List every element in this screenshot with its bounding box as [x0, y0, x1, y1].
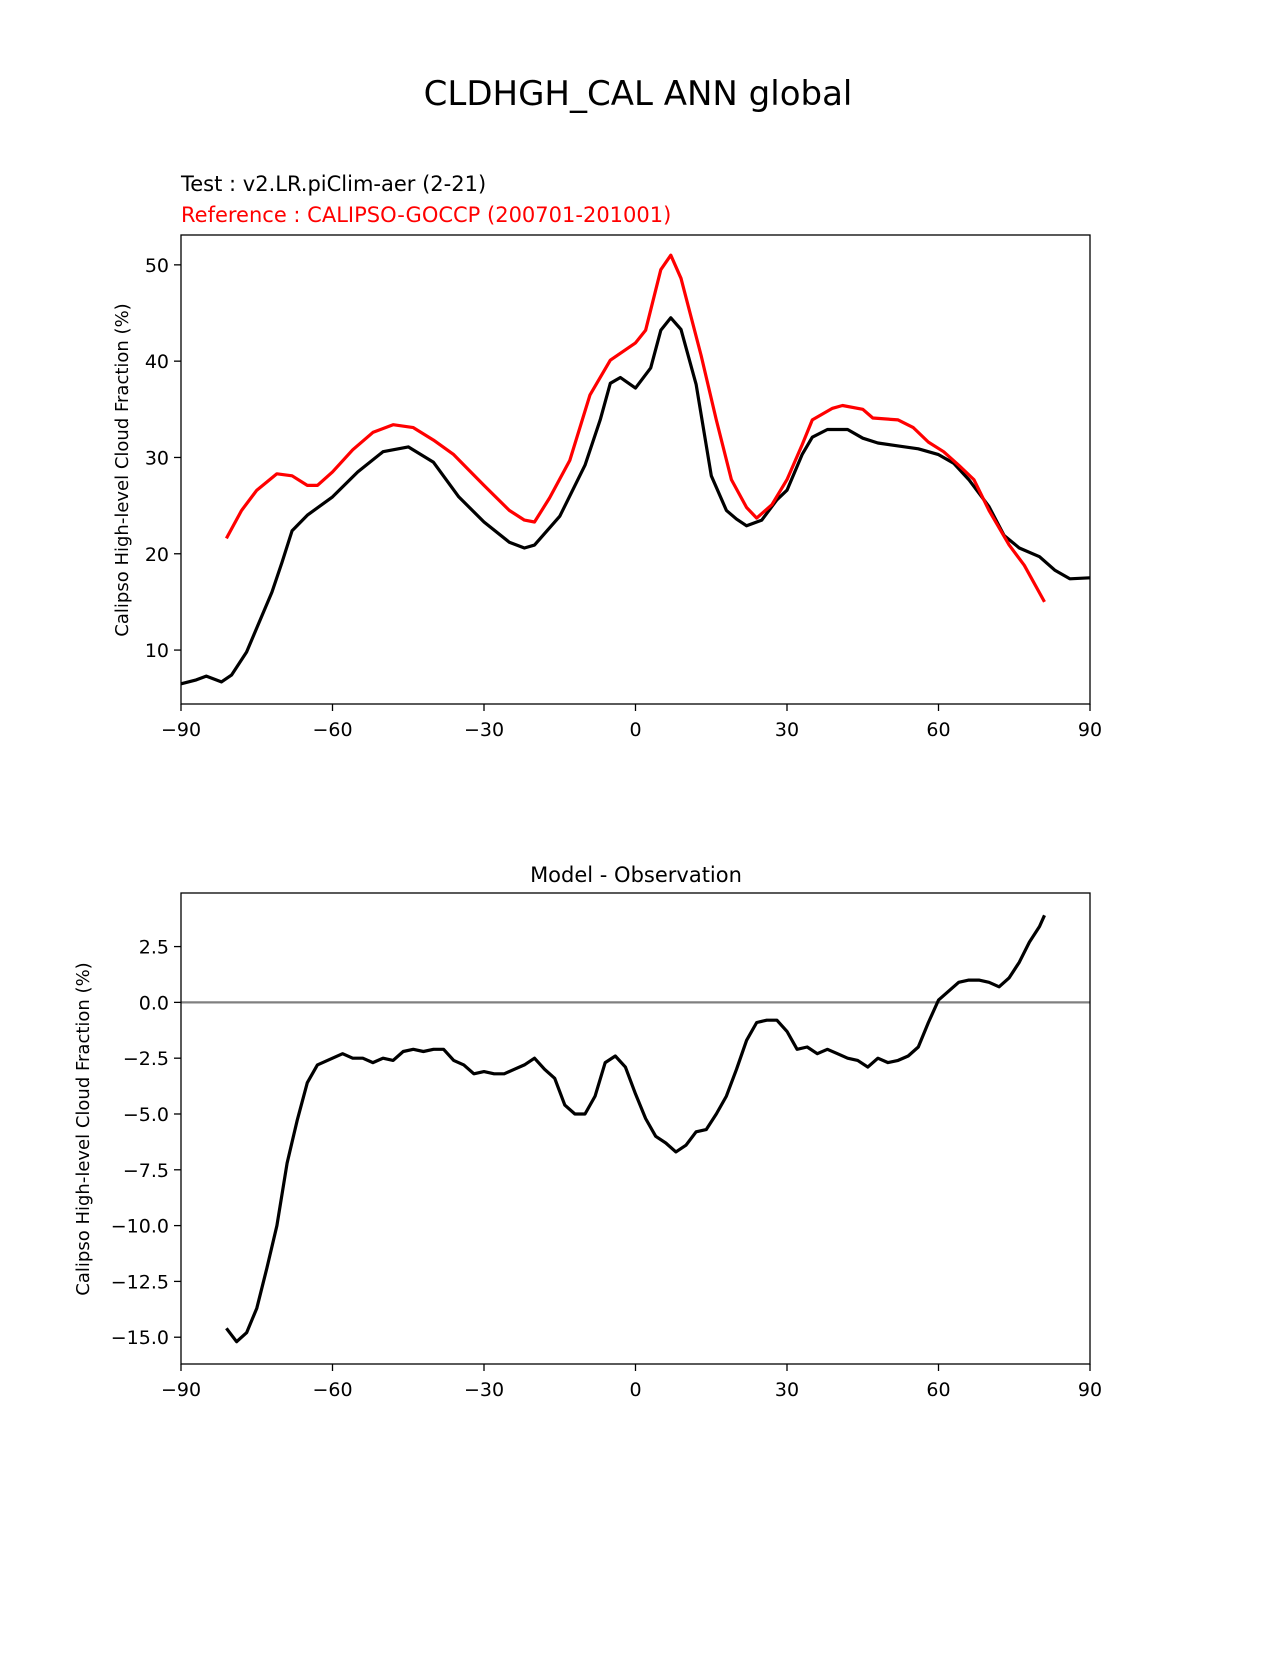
series-line-reference [224, 253, 1046, 603]
y-tick-label: −10.0 [111, 1216, 169, 1238]
x-tick-label: 60 [926, 1379, 950, 1401]
x-tick-label: 0 [629, 1379, 641, 1401]
test-label: Test : v2.LR.piClim-aer (2-21) [180, 172, 486, 196]
y-tick-label: 20 [145, 544, 169, 566]
x-tick-label: −90 [161, 1379, 201, 1401]
reference-label: Reference : CALIPSO-GOCCP (200701-201001… [181, 203, 671, 227]
x-tick-label: −30 [464, 1379, 504, 1401]
axes-frame [180, 234, 1091, 705]
y-tick-label: −15.0 [111, 1327, 169, 1349]
series-line-difference [225, 914, 1046, 1344]
y-tick-label: 30 [145, 447, 169, 469]
y-tick-label: −7.5 [123, 1160, 169, 1182]
y-tick-label: −2.5 [123, 1048, 169, 1070]
y-tick-label: 0.0 [139, 992, 169, 1014]
bottom-axes: Model - Observation Calipso High-level C… [73, 863, 1102, 1401]
bottom-title: Model - Observation [530, 863, 742, 887]
x-tick-label: −30 [464, 719, 504, 741]
y-tick-label: 2.5 [139, 937, 169, 959]
top-y-axis-label: Calipso High-level Cloud Fraction (%) [112, 303, 133, 636]
figure-title: CLDHGH_CAL ANN global [424, 74, 853, 114]
axes-frame [180, 892, 1091, 1365]
x-tick-label: −60 [312, 1379, 352, 1401]
y-tick-label: 50 [145, 255, 169, 277]
x-tick-label: 30 [775, 719, 799, 741]
y-tick-label: −12.5 [111, 1271, 169, 1293]
top-axes: Test : v2.LR.piClim-aer (2-21) Reference… [112, 172, 1102, 741]
y-tick-label: 10 [145, 640, 169, 662]
x-tick-label: 90 [1078, 1379, 1102, 1401]
bottom-y-axis-label: Calipso High-level Cloud Fraction (%) [73, 962, 94, 1295]
x-tick-label: −90 [161, 719, 201, 741]
x-tick-label: 60 [926, 719, 950, 741]
y-tick-label: 40 [145, 351, 169, 373]
y-tick-label: −5.0 [123, 1104, 169, 1126]
x-tick-label: 0 [629, 719, 641, 741]
series-line-test [180, 316, 1091, 686]
x-tick-label: 90 [1078, 719, 1102, 741]
x-tick-label: 30 [775, 1379, 799, 1401]
x-tick-label: −60 [312, 719, 352, 741]
